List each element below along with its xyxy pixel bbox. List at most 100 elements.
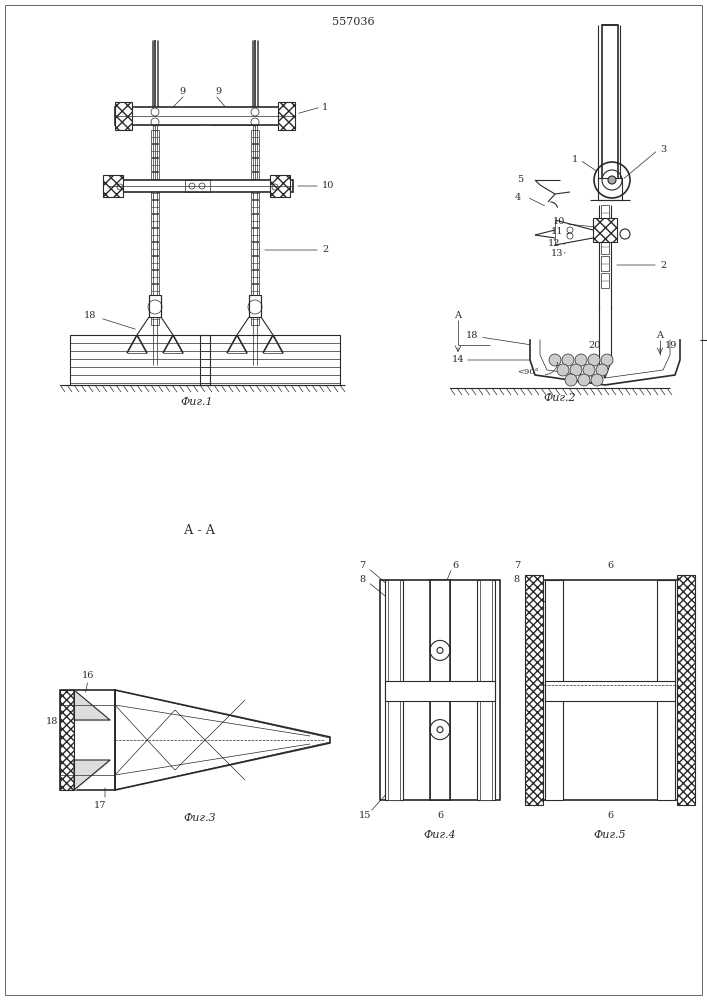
- Text: 2: 2: [322, 245, 328, 254]
- Bar: [151, 158, 159, 171]
- Bar: [251, 130, 259, 143]
- Bar: [151, 214, 159, 227]
- Text: 20: 20: [589, 340, 601, 350]
- Bar: [251, 284, 259, 297]
- Text: <90°: <90°: [517, 368, 539, 376]
- Bar: [251, 144, 259, 157]
- Bar: [70, 335, 210, 385]
- Bar: [251, 200, 259, 213]
- Text: 18: 18: [466, 330, 478, 340]
- Circle shape: [591, 374, 603, 386]
- Text: 9: 9: [179, 88, 185, 97]
- Bar: [602, 25, 618, 180]
- Bar: [151, 186, 159, 199]
- Text: 18: 18: [84, 310, 96, 320]
- Bar: [388, 580, 400, 800]
- Circle shape: [588, 354, 600, 366]
- Bar: [151, 130, 159, 143]
- Bar: [200, 335, 340, 385]
- Bar: [385, 681, 495, 701]
- Bar: [151, 298, 159, 311]
- Text: A: A: [657, 330, 663, 340]
- Bar: [601, 205, 609, 220]
- Bar: [151, 200, 159, 213]
- Text: Фиг.5: Фиг.5: [594, 830, 626, 840]
- Text: Фиг.1: Фиг.1: [181, 397, 214, 407]
- Circle shape: [565, 374, 577, 386]
- Bar: [278, 102, 295, 130]
- Text: 4: 4: [515, 194, 521, 202]
- Bar: [151, 312, 159, 325]
- Circle shape: [437, 727, 443, 733]
- Circle shape: [608, 176, 616, 184]
- Bar: [151, 228, 159, 241]
- Bar: [601, 222, 609, 237]
- Text: Фиг.2: Фиг.2: [544, 393, 576, 403]
- Bar: [677, 575, 695, 805]
- Bar: [540, 580, 680, 800]
- Bar: [60, 690, 115, 790]
- Bar: [251, 186, 259, 199]
- Text: 6: 6: [452, 560, 458, 570]
- Bar: [60, 690, 74, 790]
- Bar: [251, 242, 259, 255]
- Bar: [593, 218, 617, 242]
- Bar: [430, 580, 450, 800]
- Bar: [480, 580, 492, 800]
- Bar: [103, 175, 123, 197]
- Bar: [545, 580, 563, 800]
- Bar: [385, 580, 403, 800]
- Bar: [270, 175, 290, 197]
- Text: 18: 18: [46, 718, 58, 726]
- Bar: [151, 144, 159, 157]
- Bar: [525, 575, 543, 805]
- Circle shape: [562, 354, 574, 366]
- Text: 8: 8: [359, 576, 365, 584]
- Text: 14: 14: [452, 356, 464, 364]
- Text: 1: 1: [572, 155, 578, 164]
- Text: 17: 17: [94, 800, 106, 810]
- Bar: [151, 256, 159, 269]
- Bar: [601, 273, 609, 288]
- Text: 7: 7: [358, 560, 365, 570]
- Bar: [115, 102, 132, 130]
- Bar: [115, 107, 295, 125]
- Text: 10: 10: [322, 182, 334, 190]
- Text: 10: 10: [553, 218, 565, 227]
- Circle shape: [557, 364, 569, 376]
- Bar: [151, 242, 159, 255]
- Bar: [151, 172, 159, 185]
- Bar: [251, 312, 259, 325]
- Text: 557036: 557036: [332, 17, 374, 27]
- Bar: [151, 270, 159, 283]
- Bar: [251, 256, 259, 269]
- Bar: [251, 228, 259, 241]
- Bar: [545, 681, 675, 701]
- Circle shape: [583, 364, 595, 376]
- Bar: [249, 295, 261, 317]
- Text: 2: 2: [660, 260, 666, 269]
- Polygon shape: [115, 690, 330, 790]
- Text: 11: 11: [551, 228, 563, 236]
- Bar: [251, 298, 259, 311]
- Bar: [251, 270, 259, 283]
- Circle shape: [437, 647, 443, 653]
- Bar: [601, 239, 609, 254]
- Bar: [108, 180, 293, 192]
- Circle shape: [549, 354, 561, 366]
- Text: 6: 6: [607, 810, 613, 820]
- Circle shape: [575, 354, 587, 366]
- Text: 12: 12: [547, 238, 560, 247]
- Text: 1: 1: [322, 103, 328, 111]
- Circle shape: [596, 364, 608, 376]
- Text: 8: 8: [514, 576, 520, 584]
- Text: A: A: [455, 310, 462, 320]
- Text: 6: 6: [607, 560, 613, 570]
- Text: 5: 5: [517, 176, 523, 184]
- Text: 15: 15: [359, 810, 371, 820]
- Polygon shape: [74, 760, 110, 790]
- Text: 3: 3: [660, 145, 666, 154]
- Bar: [477, 580, 495, 800]
- Text: 9: 9: [215, 88, 221, 97]
- Text: Фиг.4: Фиг.4: [423, 830, 456, 840]
